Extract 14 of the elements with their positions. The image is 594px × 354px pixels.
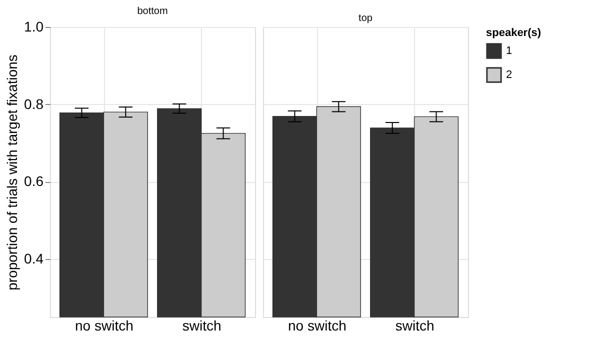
y-tick-label: 0.8 — [24, 96, 44, 112]
x-tick-label: no switch — [75, 318, 134, 334]
legend-label: 2 — [506, 69, 512, 81]
x-tick-label: switch — [182, 318, 222, 334]
x-tick-label: switch — [395, 318, 434, 334]
x-tick-label: no switch — [288, 318, 346, 334]
legend-title: speaker(s) — [486, 27, 542, 39]
legend-label: 1 — [506, 45, 512, 57]
y-tick-label: 0.4 — [24, 250, 44, 266]
y-tick-label: 0.6 — [24, 173, 44, 190]
chart-title: bottom — [137, 6, 168, 17]
chart-title: top — [358, 13, 373, 24]
y-tick-label: 1.0 — [24, 18, 44, 34]
y-axis-title: proportion of trials with target fixations — [4, 54, 20, 290]
